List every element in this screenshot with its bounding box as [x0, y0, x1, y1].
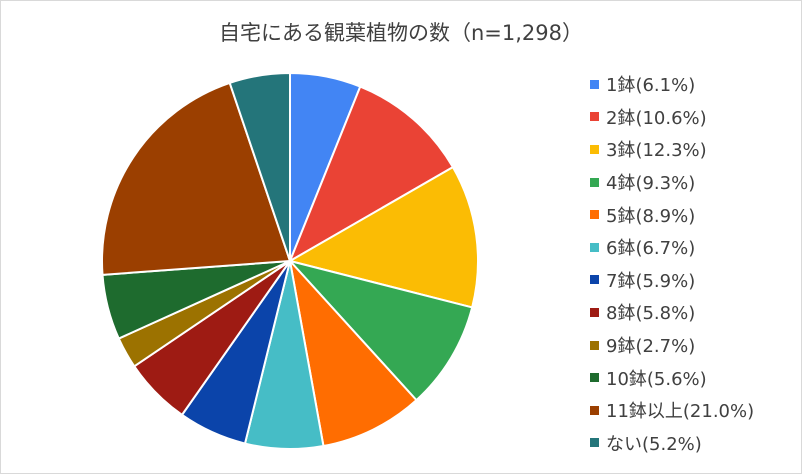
- legend-swatch: [590, 438, 599, 448]
- pie-slice-11: [101, 81, 291, 276]
- legend-label: 4鉢(9.3%): [606, 173, 696, 195]
- legend-item-8: 8鉢(5.8%): [590, 296, 754, 329]
- legend-item-12: ない(5.2%): [590, 427, 754, 460]
- legend-label: 9鉢(2.7%): [606, 336, 696, 358]
- legend-label: 3鉢(12.3%): [606, 140, 707, 162]
- legend-swatch: [590, 405, 599, 415]
- legend-label: 7鉢(5.9%): [606, 270, 696, 292]
- legend-label: 2鉢(10.6%): [606, 107, 707, 129]
- pie-slice-12: [228, 72, 291, 262]
- legend-label: 8鉢(5.8%): [606, 303, 696, 325]
- legend-swatch: [590, 144, 599, 154]
- legend-item-11: 11鉢以上(21.0%): [590, 394, 754, 427]
- legend-swatch: [590, 340, 599, 350]
- pie-slice-4: [289, 260, 474, 402]
- legend-swatch: [590, 210, 599, 220]
- legend-item-6: 6鉢(6.7%): [590, 231, 754, 264]
- legend-swatch: [590, 307, 599, 317]
- legend-swatch: [590, 275, 599, 285]
- legend-swatch: [590, 242, 599, 252]
- legend-swatch: [590, 112, 599, 122]
- legend-item-1: 1鉢(6.1%): [590, 68, 754, 101]
- legend-item-3: 3鉢(12.3%): [590, 133, 754, 166]
- legend-label: 5鉢(8.9%): [606, 205, 696, 227]
- legend: 1鉢(6.1%) 2鉢(10.6%) 3鉢(12.3%) 4鉢(9.3%) 5鉢(8.9…: [590, 68, 754, 459]
- legend-label: 10鉢(5.6%): [606, 368, 707, 390]
- legend-label: 11鉢以上(21.0%): [606, 401, 755, 423]
- legend-item-9: 9鉢(2.7%): [590, 329, 754, 362]
- pie-slice-5: [289, 260, 418, 447]
- legend-item-5: 5鉢(8.9%): [590, 198, 754, 231]
- pie-slice-2: [289, 85, 454, 262]
- legend-label: 6鉢(6.7%): [606, 238, 696, 260]
- legend-item-2: 2鉢(10.6%): [590, 101, 754, 134]
- legend-label: 1鉢(6.1%): [606, 75, 696, 97]
- chart-title: 自宅にある観葉植物の数（n=1,298）: [218, 21, 584, 45]
- legend-item-4: 4鉢(9.3%): [590, 166, 754, 199]
- legend-swatch: [590, 79, 599, 89]
- legend-label: ない(5.2%): [606, 433, 702, 455]
- legend-item-7: 7鉢(5.9%): [590, 264, 754, 297]
- legend-swatch: [590, 373, 599, 383]
- legend-swatch: [590, 177, 599, 187]
- legend-item-10: 10鉢(5.6%): [590, 361, 754, 394]
